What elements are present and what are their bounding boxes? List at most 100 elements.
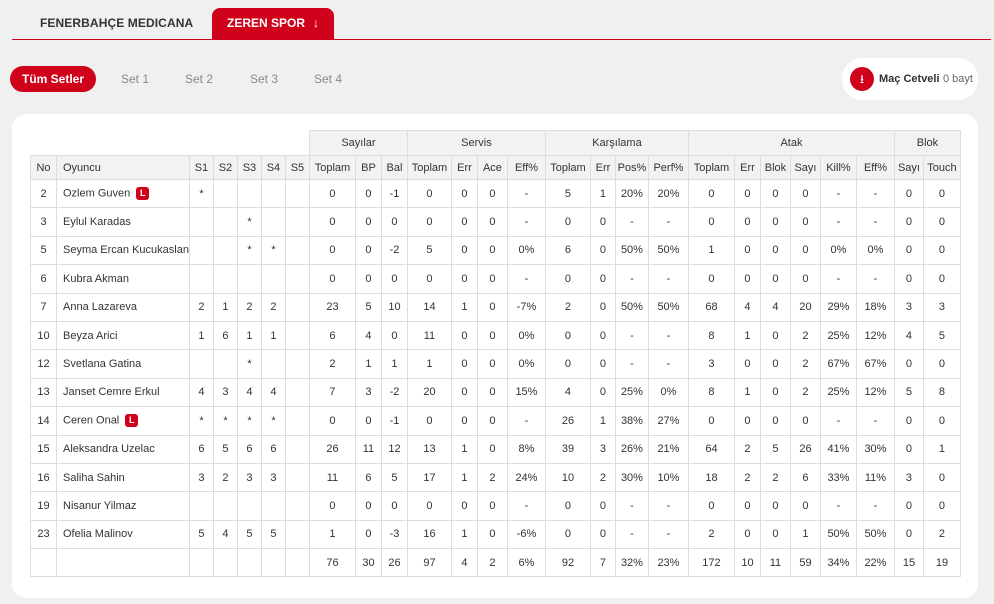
total-cell: 32% bbox=[614, 548, 649, 578]
table-cell: - bbox=[647, 320, 689, 351]
table-cell: 25% bbox=[614, 377, 649, 408]
stats-card: Sayılar Servis Karşılama Atak Blok No Oyu… bbox=[12, 114, 978, 598]
table-cell: 0 bbox=[354, 235, 382, 266]
table-cell: 0 bbox=[544, 207, 591, 237]
table-cell: 13 bbox=[406, 434, 452, 464]
table-cell: 5 bbox=[260, 519, 286, 550]
table-cell bbox=[236, 491, 262, 521]
table-cell: - bbox=[819, 491, 857, 521]
table-cell bbox=[212, 349, 238, 379]
table-cell: 2 bbox=[789, 377, 821, 408]
table-cell: 6 bbox=[544, 235, 591, 266]
table-cell: 41% bbox=[819, 434, 857, 464]
table-cell: 0 bbox=[450, 377, 478, 408]
total-cell: 6% bbox=[506, 548, 546, 578]
table-cell: - bbox=[819, 178, 857, 209]
table-row: 7 Anna Lazareva 2 1 2 2 23 5 10 14 1 0 -7% 2 0 50% 50% 68… bbox=[30, 292, 961, 322]
stats-table: Sayılar Servis Karşılama Atak Blok No Oyu… bbox=[30, 130, 961, 578]
table-cell: 0 bbox=[589, 519, 616, 550]
arrow-down-icon: ↓ bbox=[313, 16, 319, 30]
table-cell: - bbox=[647, 207, 689, 237]
table-cell bbox=[212, 178, 238, 209]
table-cell: 10% bbox=[647, 462, 689, 493]
table-cell: 0 bbox=[893, 235, 924, 266]
total-cell: 23% bbox=[647, 548, 689, 578]
table-cell: 3 bbox=[354, 377, 382, 408]
table-cell: 0 bbox=[922, 264, 961, 294]
table-cell: 0 bbox=[308, 235, 356, 266]
tab-underline bbox=[12, 39, 991, 40]
table-cell: - bbox=[614, 491, 649, 521]
table-cell bbox=[236, 264, 262, 294]
table-cell bbox=[188, 264, 214, 294]
table-cell: 0 bbox=[450, 320, 478, 351]
table-cell: 4 bbox=[893, 320, 924, 351]
table-cell: 5 bbox=[212, 434, 238, 464]
table-cell bbox=[284, 178, 310, 209]
table-cell: - bbox=[855, 491, 895, 521]
player-name: Eylul Karadas bbox=[63, 216, 131, 229]
table-cell bbox=[260, 207, 286, 237]
tab-away-team[interactable]: ZEREN SPOR ↓ bbox=[212, 8, 334, 39]
column-header: Perf% bbox=[647, 155, 689, 180]
player-name-cell: Nisanur Yilmaz bbox=[56, 491, 190, 521]
table-cell: 1 bbox=[922, 434, 961, 464]
table-cell: 0 bbox=[476, 491, 508, 521]
table-cell: 3 bbox=[589, 434, 616, 464]
set-filter-1[interactable]: Set 1 bbox=[121, 72, 150, 86]
table-cell: 0 bbox=[789, 491, 821, 521]
table-cell: 8 bbox=[687, 320, 735, 351]
table-cell: 0 bbox=[922, 178, 961, 209]
total-cell: 15 bbox=[893, 548, 924, 578]
table-cell bbox=[260, 178, 286, 209]
table-cell: 16 bbox=[30, 462, 57, 493]
table-cell: * bbox=[212, 406, 238, 436]
table-cell: 0 bbox=[893, 264, 924, 294]
table-cell: 11% bbox=[855, 462, 895, 493]
table-cell: 0 bbox=[589, 264, 616, 294]
table-cell: 1 bbox=[188, 320, 214, 351]
match-sheet-download[interactable]: ⭳ Maç Cetveli 0 bayt bbox=[842, 58, 978, 100]
table-cell bbox=[188, 207, 214, 237]
table-cell: 0 bbox=[922, 491, 961, 521]
column-header: S4 bbox=[260, 155, 286, 180]
table-cell: 6 bbox=[188, 434, 214, 464]
tab-home-team[interactable]: FENERBAHÇE MEDICANA bbox=[40, 16, 194, 30]
set-filter-2[interactable]: Set 2 bbox=[185, 72, 214, 86]
table-cell: 23 bbox=[308, 292, 356, 322]
player-name: Ofelia Malinov bbox=[63, 528, 133, 541]
table-cell: 12% bbox=[855, 320, 895, 351]
table-cell: - bbox=[819, 207, 857, 237]
tab-away-team-label: ZEREN SPOR bbox=[226, 16, 305, 30]
table-cell: - bbox=[855, 406, 895, 436]
column-header: Sayı bbox=[893, 155, 924, 180]
table-cell: 0 bbox=[450, 491, 478, 521]
table-cell: 2 bbox=[922, 519, 961, 550]
table-cell: 0 bbox=[922, 406, 961, 436]
table-cell: 1 bbox=[308, 519, 356, 550]
table-cell: 4 bbox=[260, 377, 286, 408]
table-cell: 8 bbox=[687, 377, 735, 408]
player-name: Seyma Ercan Kucukaslan bbox=[63, 244, 189, 257]
total-cell: 92 bbox=[544, 548, 591, 578]
download-icon[interactable]: ⭳ bbox=[850, 67, 874, 91]
total-cell: 7 bbox=[589, 548, 616, 578]
table-cell: 3 bbox=[212, 377, 238, 408]
table-cell: 50% bbox=[855, 519, 895, 550]
table-cell: 4 bbox=[236, 377, 262, 408]
table-cell bbox=[260, 548, 286, 578]
table-cell: 0 bbox=[354, 207, 382, 237]
set-filter-3[interactable]: Set 3 bbox=[250, 72, 279, 86]
table-cell: 18% bbox=[855, 292, 895, 322]
set-filter-4[interactable]: Set 4 bbox=[314, 72, 343, 86]
set-filter-all[interactable]: Tüm Setler bbox=[10, 66, 97, 92]
table-cell: - bbox=[614, 264, 649, 294]
column-header: Toplam bbox=[687, 155, 735, 180]
table-cell: 0 bbox=[450, 406, 478, 436]
table-cell: 4 bbox=[188, 377, 214, 408]
table-cell: 0 bbox=[450, 207, 478, 237]
table-row: 16 Saliha Sahin 3 2 3 3 11 6 5 17 1 2 24% 10 2 30% 10% 18… bbox=[30, 462, 961, 493]
table-cell: 30% bbox=[855, 434, 895, 464]
table-cell: 0 bbox=[544, 320, 591, 351]
table-cell: 10 bbox=[380, 292, 408, 322]
